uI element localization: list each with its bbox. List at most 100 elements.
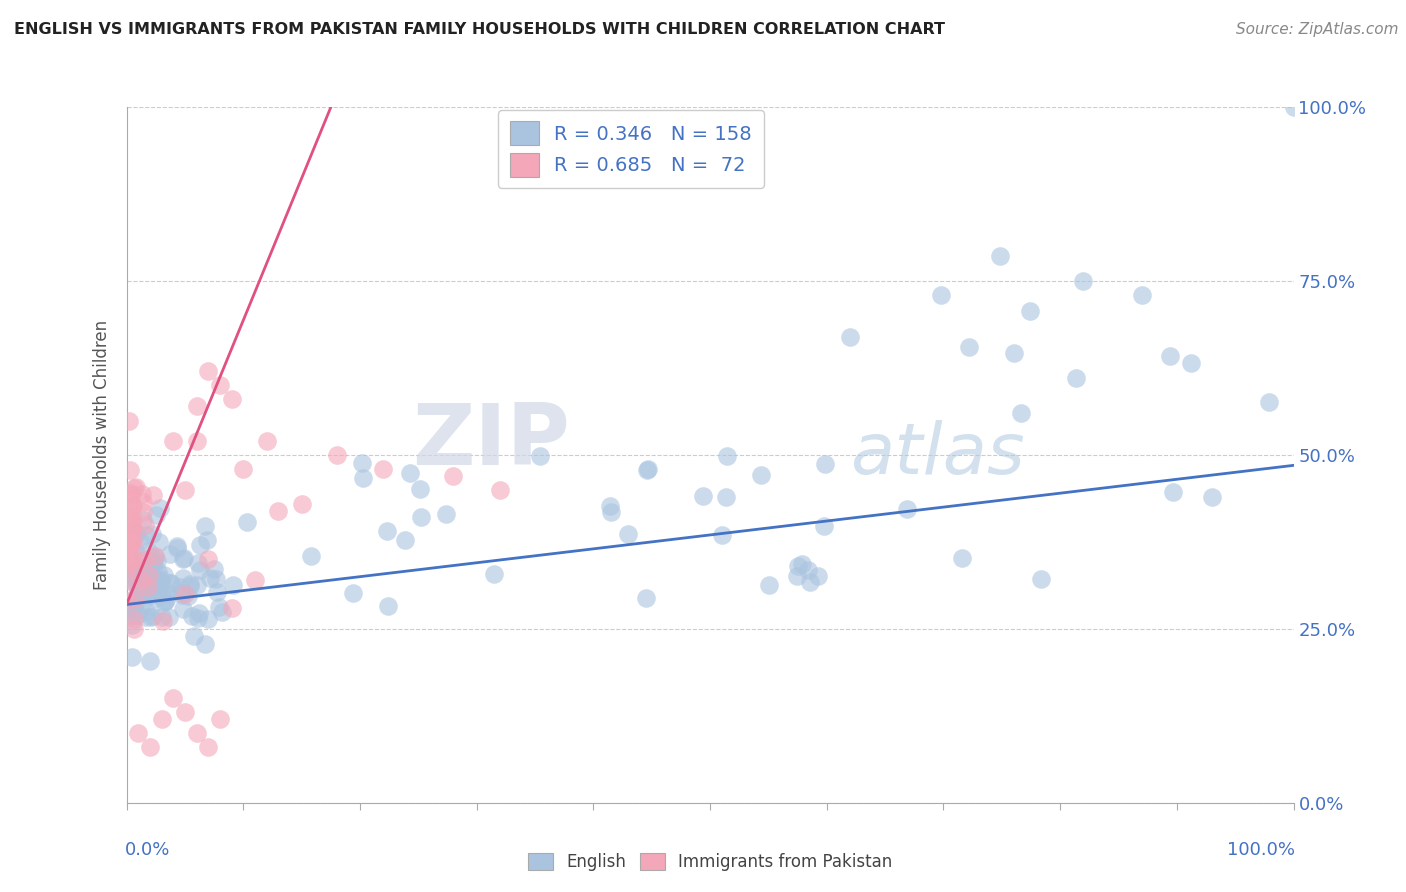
Point (1282, 100, 1305, 114)
Point (786, 559, 808, 574)
Point (636, 463, 658, 477)
Point (205, 585, 228, 599)
Point (179, 577, 201, 591)
Point (256, 434, 278, 448)
Point (160, 576, 183, 591)
Point (1159, 349, 1181, 363)
Point (236, 515, 259, 529)
Point (134, 584, 156, 599)
Point (208, 378, 231, 392)
Point (121, 500, 143, 514)
Point (131, 559, 153, 574)
Y-axis label: Family Households with Children: Family Households with Children (93, 320, 111, 590)
Point (149, 575, 172, 590)
Point (121, 617, 143, 632)
Point (131, 505, 153, 519)
Point (434, 508, 457, 522)
Point (637, 462, 659, 476)
Point (153, 567, 176, 582)
Point (194, 637, 217, 651)
Point (127, 568, 149, 582)
Point (950, 551, 973, 566)
Point (129, 534, 152, 549)
Point (896, 502, 918, 516)
Point (135, 560, 157, 574)
Point (758, 577, 780, 591)
Text: atlas: atlas (851, 420, 1025, 490)
Point (197, 364, 219, 378)
Point (136, 543, 159, 558)
Point (205, 572, 228, 586)
Point (131, 598, 153, 612)
Point (118, 544, 141, 558)
Point (221, 392, 243, 407)
Point (121, 593, 143, 607)
Point (197, 612, 219, 626)
Point (174, 587, 197, 601)
Point (129, 574, 152, 588)
Point (489, 483, 512, 497)
Point (121, 514, 143, 528)
Point (122, 530, 145, 544)
Point (138, 568, 160, 582)
Point (290, 497, 312, 511)
Point (1010, 406, 1032, 420)
Point (186, 577, 208, 591)
Point (399, 467, 422, 481)
Point (373, 462, 395, 476)
Point (139, 558, 162, 573)
Point (143, 550, 166, 565)
Point (198, 571, 221, 585)
Point (1130, 288, 1153, 302)
Point (120, 486, 142, 500)
Point (153, 594, 176, 608)
Point (188, 538, 211, 552)
Point (139, 654, 162, 668)
Point (118, 557, 141, 571)
Point (839, 329, 862, 343)
Point (120, 569, 142, 583)
Point (957, 340, 980, 354)
Point (131, 487, 153, 501)
Point (749, 467, 772, 482)
Point (132, 572, 155, 586)
Point (529, 449, 551, 463)
Point (141, 550, 163, 565)
Point (411, 510, 433, 524)
Point (121, 650, 143, 665)
Point (118, 491, 141, 506)
Point (813, 519, 835, 533)
Point (124, 591, 146, 606)
Point (145, 585, 167, 599)
Point (482, 567, 505, 582)
Point (120, 575, 142, 590)
Point (142, 556, 165, 570)
Point (183, 629, 205, 643)
Point (117, 546, 139, 560)
Point (120, 525, 142, 540)
Point (134, 566, 156, 580)
Point (692, 489, 714, 503)
Point (187, 611, 209, 625)
Point (152, 595, 174, 609)
Point (155, 586, 177, 600)
Point (120, 537, 142, 551)
Point (122, 521, 145, 535)
Point (146, 554, 169, 568)
Point (122, 556, 145, 570)
Point (127, 726, 149, 740)
Point (135, 574, 157, 589)
Point (1064, 371, 1087, 385)
Text: ZIP: ZIP (412, 400, 569, 483)
Point (141, 609, 163, 624)
Point (145, 508, 167, 522)
Point (166, 541, 188, 555)
Point (177, 589, 200, 603)
Point (159, 575, 181, 590)
Point (150, 585, 173, 599)
Point (195, 533, 218, 547)
Point (221, 601, 243, 615)
Point (797, 563, 820, 577)
Point (128, 582, 150, 597)
Point (186, 434, 208, 448)
